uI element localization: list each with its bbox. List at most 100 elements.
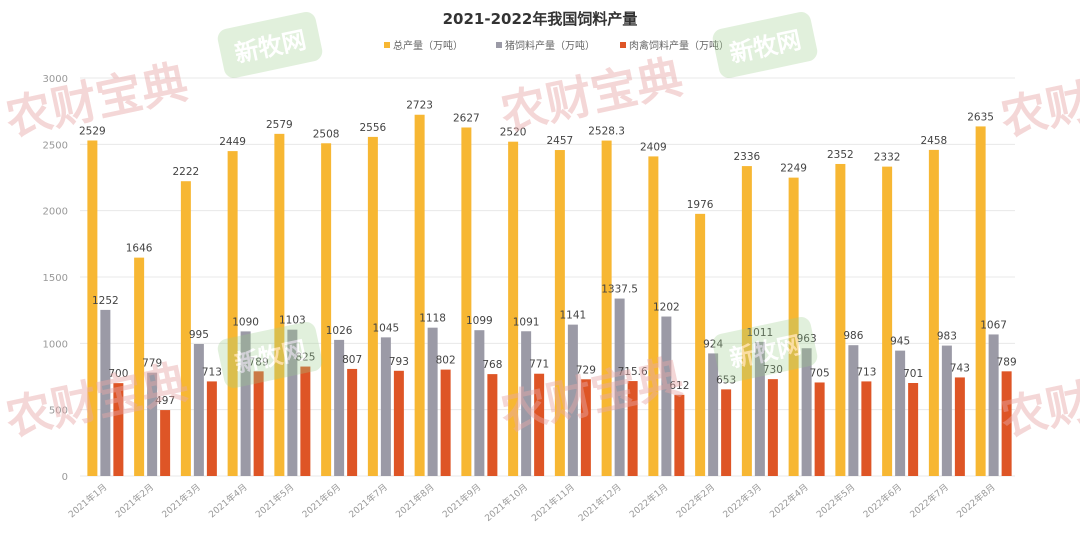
bar bbox=[567, 324, 578, 476]
x-tick-label: 2021年9月 bbox=[440, 481, 483, 520]
bar bbox=[461, 127, 472, 476]
bar bbox=[147, 372, 158, 476]
data-label: 1045 bbox=[373, 322, 400, 334]
data-label: 713 bbox=[202, 366, 222, 378]
bar bbox=[695, 213, 706, 477]
bar bbox=[554, 150, 565, 476]
legend: 总产量（万吨） 猪饲料产量（万吨） 肉禽饲料产量（万吨） bbox=[384, 39, 729, 52]
bar bbox=[648, 156, 659, 476]
x-tick-label: 2021年4月 bbox=[206, 481, 249, 520]
data-label: 995 bbox=[189, 329, 209, 341]
data-label: 700 bbox=[108, 368, 128, 380]
bar bbox=[708, 353, 719, 476]
bar bbox=[474, 330, 485, 476]
y-tick-label: 3000 bbox=[43, 74, 68, 85]
bar bbox=[1001, 371, 1012, 476]
data-label: 730 bbox=[763, 364, 783, 376]
watermark-xinmuwang: 新牧网 bbox=[712, 12, 818, 78]
bar bbox=[908, 383, 919, 476]
bar bbox=[674, 394, 685, 476]
data-label: 2579 bbox=[266, 119, 293, 131]
data-label: 2409 bbox=[640, 141, 667, 153]
data-label: 1252 bbox=[92, 295, 119, 307]
bar bbox=[113, 383, 124, 476]
watermark-nongcaibaodian: 农财宝典 bbox=[996, 355, 1080, 446]
data-label: 1118 bbox=[419, 313, 446, 325]
data-label: 945 bbox=[890, 336, 910, 348]
x-tick-label: 2022年3月 bbox=[720, 481, 763, 520]
bar bbox=[367, 136, 378, 477]
bar bbox=[928, 149, 939, 476]
x-tick-label: 2021年1月 bbox=[66, 481, 109, 520]
watermark-nongcaibaodian: 农财宝典 bbox=[996, 55, 1080, 146]
y-tick-label: 0 bbox=[62, 472, 68, 483]
y-tick-label: 500 bbox=[49, 406, 68, 417]
x-tick-label: 2021年6月 bbox=[300, 481, 343, 520]
data-label: 789 bbox=[249, 356, 269, 368]
bar bbox=[193, 343, 204, 476]
data-label: 2352 bbox=[827, 149, 854, 161]
watermark-badge bbox=[217, 322, 323, 388]
x-tick-label: 2022年5月 bbox=[814, 481, 857, 520]
bar bbox=[160, 410, 171, 476]
bar bbox=[321, 143, 332, 476]
watermark-badge bbox=[712, 317, 818, 383]
x-tick-label: 2021年12月 bbox=[576, 481, 624, 524]
data-label: 807 bbox=[342, 354, 362, 366]
bar bbox=[240, 331, 251, 476]
data-label: 2520 bbox=[500, 127, 527, 139]
data-label: 1976 bbox=[687, 199, 714, 211]
x-tick-label: 2022年6月 bbox=[861, 481, 904, 520]
bar bbox=[206, 381, 217, 476]
x-tick-label: 2022年2月 bbox=[674, 481, 717, 520]
bar bbox=[661, 316, 672, 476]
bar bbox=[721, 389, 732, 476]
y-tick-label: 1000 bbox=[43, 339, 68, 350]
chart-title: 2021-2022年我国饲料产量 bbox=[443, 10, 638, 28]
bar bbox=[347, 368, 358, 476]
data-label: 1337.5 bbox=[601, 284, 638, 296]
bar bbox=[393, 370, 404, 476]
legend-label: 猪饲料产量（万吨） bbox=[505, 39, 595, 52]
bars bbox=[87, 114, 1012, 477]
watermark-badge bbox=[712, 12, 818, 78]
legend-label: 肉禽饲料产量（万吨） bbox=[629, 39, 729, 52]
legend-swatch bbox=[384, 42, 390, 48]
data-label: 743 bbox=[950, 362, 970, 374]
data-label: 1202 bbox=[653, 302, 680, 314]
y-tick-label: 1500 bbox=[43, 273, 68, 284]
x-tick-label: 2022年7月 bbox=[907, 481, 950, 520]
bar bbox=[580, 379, 591, 476]
bar bbox=[835, 163, 846, 476]
bar bbox=[253, 371, 264, 476]
bar bbox=[627, 381, 638, 476]
x-tick-label: 2022年8月 bbox=[954, 481, 997, 520]
data-label: 2449 bbox=[219, 136, 246, 148]
bar bbox=[814, 382, 825, 476]
bar bbox=[487, 374, 498, 476]
legend-label: 总产量（万吨） bbox=[393, 39, 463, 52]
data-label: 2528.3 bbox=[588, 126, 625, 138]
data-label: 701 bbox=[903, 368, 923, 380]
bar bbox=[287, 329, 298, 476]
data-label: 2723 bbox=[406, 100, 433, 112]
data-label: 1103 bbox=[279, 315, 306, 327]
bar bbox=[227, 151, 238, 476]
bar bbox=[954, 377, 965, 476]
data-label: 2458 bbox=[921, 135, 948, 147]
data-label: 2249 bbox=[780, 163, 807, 175]
bar bbox=[741, 166, 752, 476]
x-tick-label: 2022年1月 bbox=[627, 481, 670, 520]
data-labels: 2529 1252 700 1646 779 497 2222 995 713 2449 1090 7… bbox=[79, 100, 1017, 407]
bar bbox=[614, 298, 625, 476]
x-tick-label: 2021年8月 bbox=[393, 481, 436, 520]
bar bbox=[975, 126, 986, 476]
data-label: 986 bbox=[843, 330, 863, 342]
data-label: 802 bbox=[436, 355, 456, 367]
data-label: 1141 bbox=[560, 310, 587, 322]
grid-lines bbox=[80, 77, 1015, 477]
data-label: 1026 bbox=[326, 325, 353, 337]
